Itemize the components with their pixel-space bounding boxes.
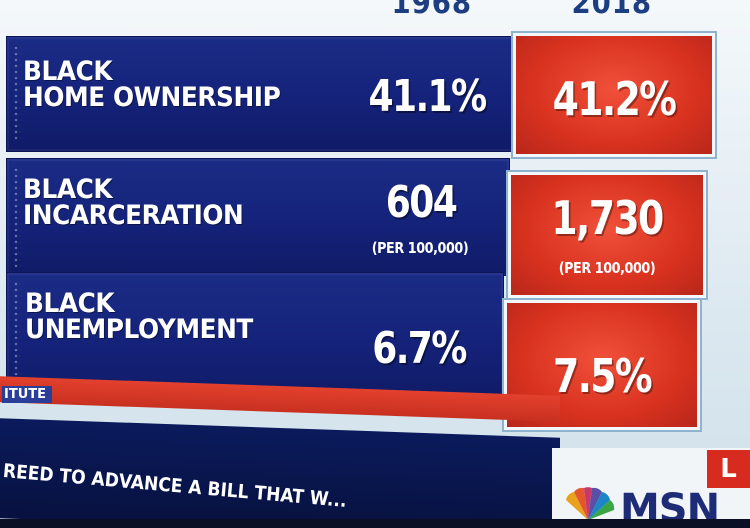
row-label-line2: UNEMPLOYMENT: [25, 314, 253, 345]
value-1968-unit: (PER 100,000): [371, 239, 469, 257]
source-strip: [0, 376, 560, 422]
panel-texture: [13, 45, 21, 143]
live-tag: L: [707, 450, 750, 488]
year-header-2018: 2018: [571, 0, 652, 21]
value-2018-panel: 1,730 (PER 100,000): [508, 172, 706, 298]
row-label-line1: BLACK: [23, 56, 113, 87]
value-1968: 6.7%: [372, 323, 467, 374]
value-2018-unit: (PER 100,000): [558, 259, 656, 277]
lower-third: ITUTE: [0, 376, 750, 528]
value-2018: 7.5%: [552, 349, 653, 403]
value-2018: 1,730: [551, 191, 664, 245]
peacock-logo-icon: [566, 487, 615, 520]
row-label-panel: BLACK INCARCERATION 604 (PER 100,000): [6, 158, 510, 276]
screen-bezel: [0, 519, 750, 528]
row-label-line2: HOME OWNERSHIP: [23, 82, 281, 113]
value-2018: 41.2%: [552, 72, 677, 126]
value-1968: 41.1%: [368, 71, 488, 122]
panel-texture: [13, 167, 21, 267]
value-1968: 604: [385, 177, 458, 228]
row-label-line2: INCARCERATION: [23, 200, 244, 231]
value-2018-panel: 41.2%: [513, 33, 715, 157]
year-header-1968: 1968: [391, 0, 472, 21]
row-label-line1: BLACK: [23, 174, 113, 205]
source-label: ITUTE: [2, 386, 53, 403]
row-label-panel: BLACK HOME OWNERSHIP 41.1%: [6, 36, 516, 152]
row-label-line1: BLACK: [25, 288, 115, 319]
panel-texture: [13, 281, 21, 391]
